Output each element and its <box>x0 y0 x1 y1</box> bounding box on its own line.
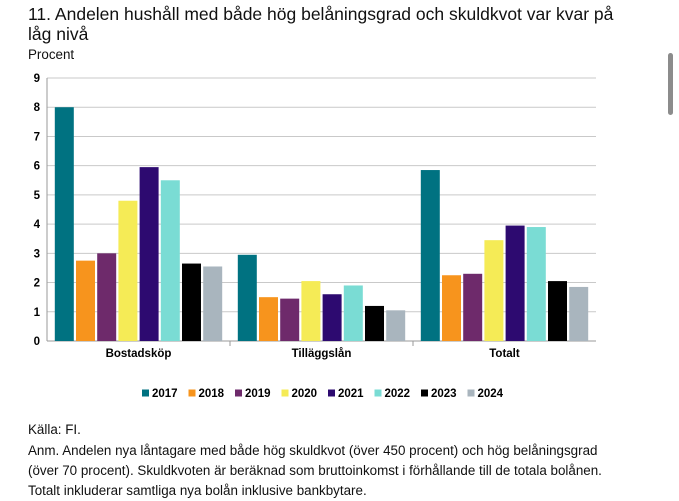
bar <box>365 305 384 341</box>
chart-title: 11. Andelen hushåll med både hög belånin… <box>28 4 614 44</box>
legend-swatch <box>374 389 382 397</box>
y-tick-label: 5 <box>34 190 41 202</box>
y-tick-label: 0 <box>34 336 40 348</box>
bar <box>505 225 525 341</box>
y-tick-label: 7 <box>34 131 40 143</box>
legend-label: 2021 <box>338 388 364 400</box>
legend-label: 2017 <box>152 388 178 400</box>
y-tick-label: 2 <box>34 278 40 290</box>
source-note: Källa: FI. <box>28 422 81 437</box>
bar <box>322 294 342 341</box>
x-tick-label: Tilläggslån <box>292 348 352 360</box>
bars <box>54 107 589 341</box>
y-tick-label: 4 <box>34 219 41 231</box>
x-tick-label: Totalt <box>489 348 520 360</box>
bar <box>569 286 589 341</box>
legend-label: 2019 <box>245 388 271 400</box>
legend: 2017 2018 2019 2020 2021 2022 2023 2024 <box>142 388 504 400</box>
y-tick-label: 3 <box>34 248 40 260</box>
legend-label: 2020 <box>292 388 318 400</box>
legend-label: 2024 <box>478 388 504 400</box>
legend-swatch <box>421 389 428 397</box>
axis-labels: 0 1 2 3 4 5 6 7 8 9 Procent Bostadsköp Tilläggslån To… <box>28 47 520 360</box>
bar-chart: 0 1 2 3 4 5 6 7 8 9 Procent Bostadsköp Tilläggslån To… <box>28 47 596 400</box>
legend-swatch <box>235 389 242 397</box>
bar <box>484 240 504 341</box>
bar <box>301 281 321 341</box>
bar <box>463 273 483 341</box>
legend-label: 2018 <box>199 388 225 400</box>
bar <box>526 227 546 341</box>
bar <box>76 260 95 341</box>
bar <box>182 263 201 341</box>
bar <box>259 297 278 341</box>
y-tick-label: 6 <box>34 161 40 173</box>
bar <box>237 254 257 341</box>
bar <box>420 170 440 341</box>
bar <box>548 281 567 341</box>
gridlines <box>47 77 596 313</box>
y-tick-label: 9 <box>34 73 40 85</box>
bar <box>442 275 461 341</box>
bar <box>139 167 159 341</box>
legend-swatch <box>328 389 335 397</box>
legend-label: 2022 <box>385 388 411 400</box>
bar <box>118 200 138 341</box>
x-tick-label: Bostadsköp <box>106 348 172 360</box>
legend-swatch <box>142 389 149 397</box>
y-tick-label: 8 <box>34 102 41 114</box>
bar <box>343 285 363 341</box>
bar <box>54 107 74 341</box>
bar <box>280 298 300 341</box>
bar <box>386 310 406 341</box>
legend-label: 2023 <box>431 388 457 400</box>
bar <box>160 180 180 341</box>
legend-swatch <box>188 389 196 397</box>
y-axis-title: Procent <box>28 47 74 62</box>
bar <box>97 253 117 341</box>
axes <box>46 78 596 346</box>
annotation-note: Anm. Andelen nya låntagare med både hög … <box>28 443 602 498</box>
y-tick-label: 1 <box>34 307 41 319</box>
legend-swatch <box>281 389 289 397</box>
bar <box>203 266 223 341</box>
scrollbar-thumb[interactable] <box>668 53 673 115</box>
legend-swatch <box>467 389 475 397</box>
